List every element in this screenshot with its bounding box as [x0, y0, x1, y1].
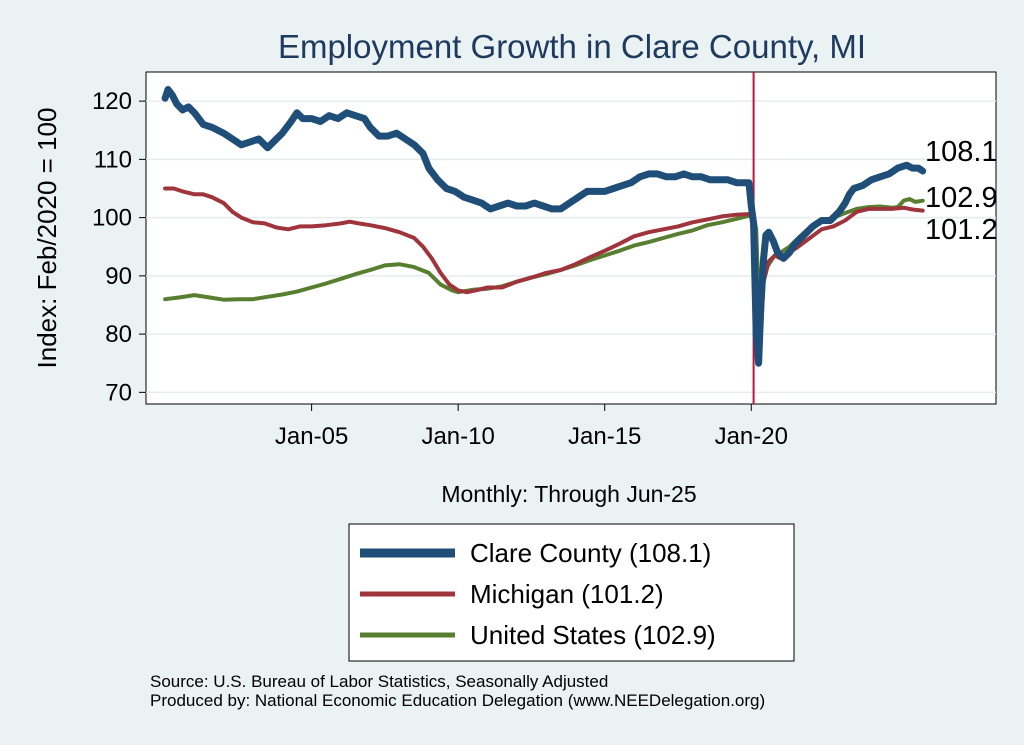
legend-label: Clare County (108.1): [470, 538, 711, 568]
end-label: 102.9: [925, 182, 998, 214]
end-label: 101.2: [925, 214, 998, 246]
end-label: 108.1: [925, 136, 998, 168]
legend-label: Michigan (101.2): [470, 579, 664, 609]
x-tick-label: Jan-20: [715, 423, 788, 450]
y-tick-label: 110: [94, 146, 132, 173]
x-tick-label: Jan-15: [568, 423, 641, 450]
series-lines: [161, 86, 927, 367]
x-tick-label: Jan-10: [421, 423, 494, 450]
plot-area: [145, 71, 997, 405]
produced-by-line: Produced by: National Economic Education…: [150, 691, 766, 710]
x-tick-label: Jan-05: [275, 423, 348, 450]
x-axis-label: Monthly: Through Jun-25: [441, 481, 696, 507]
y-tick-label: 90: [105, 263, 132, 290]
y-tick-label: 100: [92, 205, 132, 232]
series-line-clare-county: [161, 86, 927, 367]
legend-label: United States (102.9): [470, 620, 716, 650]
chart-title: Employment Growth in Clare County, MI: [278, 28, 866, 65]
source-note: Source: U.S. Bureau of Labor Statistics,…: [150, 672, 765, 710]
y-tick-label: 120: [92, 88, 132, 115]
y-axis-label: Index: Feb/2020 = 100: [32, 108, 62, 369]
gridlines: [146, 100, 996, 394]
y-tick-label: 70: [105, 379, 132, 406]
y-tick-label: 80: [105, 321, 132, 348]
source-line: Source: U.S. Bureau of Labor Statistics,…: [150, 672, 609, 691]
x-axis: Jan-05 Jan-10 Jan-15 Jan-20: [275, 404, 788, 450]
y-axis: 70 80 90 100 110 120: [92, 88, 146, 406]
legend: Clare County (108.1) Michigan (101.2) Unit…: [360, 538, 716, 650]
